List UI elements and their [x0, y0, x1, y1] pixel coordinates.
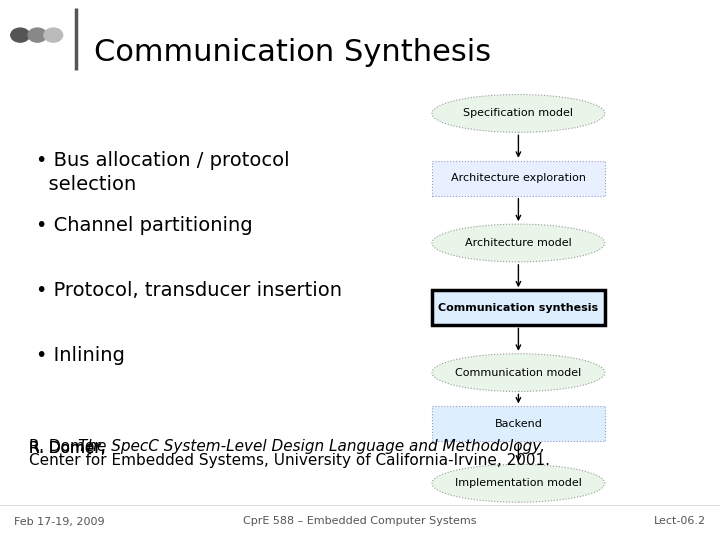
Ellipse shape [432, 224, 605, 262]
Text: • Channel partitioning: • Channel partitioning [36, 216, 253, 235]
Text: R. Domer,: R. Domer, [29, 441, 110, 456]
FancyBboxPatch shape [432, 291, 605, 325]
Text: Backend: Backend [495, 419, 542, 429]
Text: The SpecC System-Level Design Language and Methodology,: The SpecC System-Level Design Language a… [78, 438, 545, 454]
Ellipse shape [432, 354, 605, 391]
Circle shape [11, 28, 30, 42]
Circle shape [28, 28, 47, 42]
FancyBboxPatch shape [432, 406, 605, 442]
Text: Implementation model: Implementation model [455, 478, 582, 488]
Text: • Protocol, transducer insertion: • Protocol, transducer insertion [36, 281, 342, 300]
Text: • Inlining: • Inlining [36, 346, 125, 365]
Text: Architecture model: Architecture model [465, 238, 572, 248]
FancyBboxPatch shape [432, 160, 605, 195]
Ellipse shape [432, 464, 605, 502]
Text: R. Domer,: R. Domer, [29, 438, 110, 454]
Text: Center for Embedded Systems, University of California-Irvine, 2001.: Center for Embedded Systems, University … [29, 453, 550, 468]
Circle shape [44, 28, 63, 42]
Text: CprE 588 – Embedded Computer Systems: CprE 588 – Embedded Computer Systems [243, 516, 477, 526]
Text: R. Domer,: R. Domer, [29, 441, 110, 456]
Text: • Bus allocation / protocol
  selection: • Bus allocation / protocol selection [36, 151, 289, 194]
Ellipse shape [432, 94, 605, 132]
Text: Architecture exploration: Architecture exploration [451, 173, 586, 183]
Text: Specification model: Specification model [464, 109, 573, 118]
Text: Communication Synthesis: Communication Synthesis [94, 38, 491, 67]
Text: Communication synthesis: Communication synthesis [438, 303, 598, 313]
Text: Lect-06.2: Lect-06.2 [654, 516, 706, 526]
Text: Communication model: Communication model [455, 368, 582, 377]
Text: Feb 17-19, 2009: Feb 17-19, 2009 [14, 516, 105, 526]
